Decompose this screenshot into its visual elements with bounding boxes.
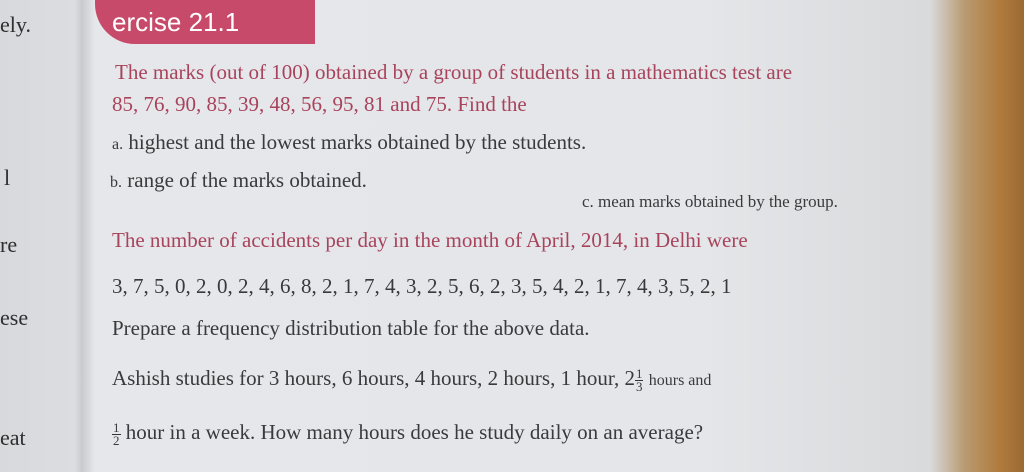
q2-line1: The number of accidents per day in the m… — [112, 228, 748, 252]
prev-page-fragment: re — [0, 232, 18, 257]
q2-instruction: Prepare a frequency distribution table f… — [112, 316, 590, 340]
prev-page-fragment: ely. — [0, 12, 31, 37]
exercise-banner — [95, 0, 315, 44]
prev-page-fragment: ese — [0, 305, 29, 330]
q1-part-a: a. highest and the lowest marks obtained… — [112, 130, 587, 154]
q3-line1: Ashish studies for 3 hours, 6 hours, 4 h… — [112, 365, 712, 394]
q2-data: 3, 7, 5, 0, 2, 0, 2, 4, 6, 8, 2, 1, 7, 4… — [112, 274, 732, 298]
exercise-title: ercise 21.1 — [112, 7, 240, 37]
q1-part-c: c. mean marks obtained by the group. — [582, 192, 838, 211]
header-decoration: //// — [268, 4, 288, 42]
prev-page-fragment: l — [4, 165, 11, 190]
q1-line2: 85, 76, 90, 85, 39, 48, 56, 95, 81 and 7… — [112, 92, 527, 116]
q1-line1: The marks (out of 100) obtained by a gro… — [115, 60, 793, 84]
q1-part-b: b. range of the marks obtained. — [110, 168, 367, 192]
prev-page-fragment: eat — [0, 425, 26, 450]
